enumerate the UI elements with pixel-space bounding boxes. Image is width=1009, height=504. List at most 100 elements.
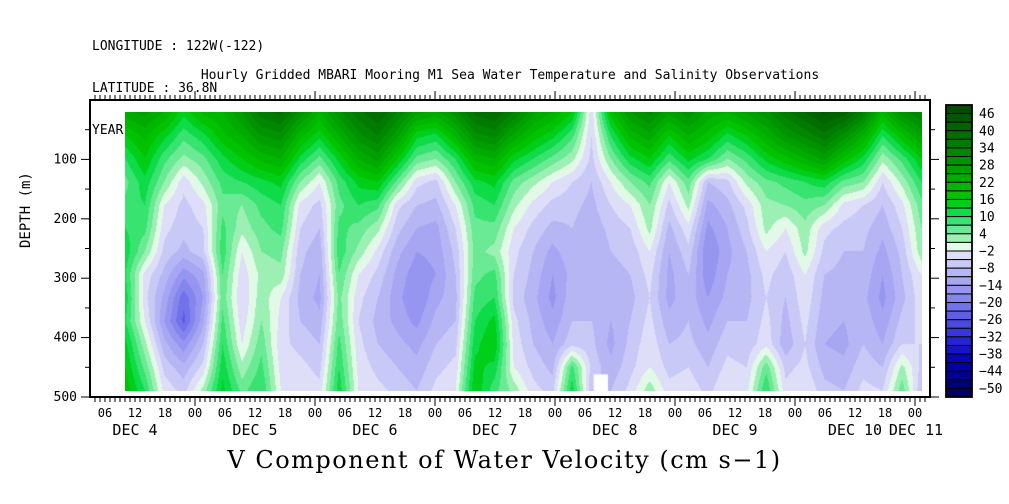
x-axis-hour-label: 12 xyxy=(848,406,862,420)
colorbar-segment xyxy=(945,207,973,218)
colorbar-tick-label: −2 xyxy=(979,245,995,260)
colorbar-tick-label: −14 xyxy=(979,279,1003,294)
colorbar-segment xyxy=(945,362,973,372)
colorbar-segment xyxy=(945,327,973,338)
colorbar-segment xyxy=(945,293,973,304)
x-axis-day-label: DEC 5 xyxy=(232,421,277,439)
colorbar-tick-label: 28 xyxy=(979,159,995,174)
x-axis-hour-label: 06 xyxy=(98,406,112,420)
x-axis-hour-label: 06 xyxy=(578,406,592,420)
x-axis-hour-label: 12 xyxy=(368,406,382,420)
colorbar-tick-label: −26 xyxy=(979,313,1002,328)
x-axis-hour-label: 18 xyxy=(758,406,772,420)
y-axis-tick-label: 400 xyxy=(54,331,77,346)
colorbar-tick-label: −20 xyxy=(979,296,1002,311)
heatmap-field xyxy=(125,112,922,391)
colorbar-segment xyxy=(945,198,973,209)
colorbar-segment xyxy=(945,284,973,295)
colorbar-tick-label: −44 xyxy=(979,365,1003,380)
x-axis-hour-label: 06 xyxy=(218,406,232,420)
colorbar-tick-label: 22 xyxy=(979,176,995,191)
x-axis-hour-label: 12 xyxy=(608,406,622,420)
x-axis-day-label: DEC 6 xyxy=(352,421,397,439)
x-axis-hour-label: 12 xyxy=(728,406,742,420)
colorbar-tick-label: −8 xyxy=(979,262,995,277)
x-axis-hour-label: 00 xyxy=(428,406,442,420)
colorbar-segment xyxy=(945,267,973,278)
colorbar-tick-label: −32 xyxy=(979,330,1002,345)
x-axis-hour-label: 12 xyxy=(488,406,502,420)
colorbar-tick-label: −50 xyxy=(979,382,1002,397)
colorbar-segment xyxy=(945,259,973,269)
latitude-text: LATITUDE : 36.8N xyxy=(92,81,218,96)
x-axis-day-label: DEC 8 xyxy=(592,421,637,439)
x-axis-hour-label: 00 xyxy=(548,406,562,420)
colorbar-segment xyxy=(945,224,973,235)
colorbar-segment xyxy=(945,344,973,355)
colorbar-segment xyxy=(945,250,973,261)
colorbar-tick-label: 10 xyxy=(979,210,995,225)
x-axis-hour-label: 06 xyxy=(458,406,472,420)
colorbar-tick-label: −38 xyxy=(979,348,1002,363)
x-axis-hour-label: 18 xyxy=(158,406,172,420)
colorbar-tick-label: 4 xyxy=(979,227,987,242)
x-axis-day-label: DEC 11 xyxy=(889,421,943,439)
x-axis-hour-label: 00 xyxy=(668,406,682,420)
colorbar-segment xyxy=(945,130,973,140)
colorbar-segment xyxy=(945,104,973,115)
x-axis-hour-label: 00 xyxy=(308,406,322,420)
colorbar-segment xyxy=(945,190,973,200)
x-axis-hour-label: 00 xyxy=(188,406,202,420)
colorbar-segment xyxy=(945,173,973,183)
colorbar-segment xyxy=(945,353,973,364)
x-axis-hour-label: 06 xyxy=(338,406,352,420)
colorbar-segment xyxy=(945,241,973,252)
x-axis-hour-label: 00 xyxy=(788,406,802,420)
colorbar-segment xyxy=(945,216,973,226)
colorbar-segment xyxy=(945,147,973,158)
x-axis-day-label: DEC 10 xyxy=(828,421,882,439)
y-axis-title: DEPTH (m) xyxy=(18,172,34,248)
colorbar-tick-label: 46 xyxy=(979,107,995,122)
longitude-text: LONGITUDE : 122W(-122) xyxy=(92,39,265,54)
colorbar-segment xyxy=(945,387,973,398)
x-axis-hour-label: 18 xyxy=(638,406,652,420)
x-axis-hour-label: 00 xyxy=(908,406,922,420)
x-axis-hour-label: 18 xyxy=(878,406,892,420)
x-axis-day-label: DEC 9 xyxy=(712,421,757,439)
colorbar-tick-label: 40 xyxy=(979,124,995,139)
x-axis-day-label: DEC 4 xyxy=(112,421,157,439)
colorbar-border xyxy=(945,104,973,398)
colorbar-segment xyxy=(945,156,973,166)
y-axis-tick-label: 500 xyxy=(54,390,77,405)
y-axis-tick-label: 300 xyxy=(54,271,77,286)
x-axis-hour-label: 06 xyxy=(698,406,712,420)
colorbar-segment xyxy=(945,379,973,389)
y-axis-tick-label: 200 xyxy=(54,212,77,227)
colorbar-segment xyxy=(945,310,973,321)
plot-title: Hourly Gridded MBARI Mooring M1 Sea Wate… xyxy=(200,68,820,83)
x-axis-hour-label: 12 xyxy=(248,406,262,420)
x-axis-hour-label: 12 xyxy=(128,406,142,420)
x-axis-day-label: DEC 7 xyxy=(472,421,517,439)
x-axis-hour-label: 18 xyxy=(278,406,292,420)
colorbar-segment xyxy=(945,121,973,132)
x-axis-hour-label: 06 xyxy=(818,406,832,420)
colorbar-segment xyxy=(945,302,973,312)
colorbar-segment xyxy=(945,233,973,243)
colorbar-tick-label: 16 xyxy=(979,193,995,208)
x-axis-hour-label: 18 xyxy=(518,406,532,420)
x-axis-variable-title: V Component of Water Velocity (cm s−1) xyxy=(227,446,782,474)
colorbar-tick-label: 34 xyxy=(979,141,995,156)
colorbar-segment xyxy=(945,336,973,346)
colorbar-segment xyxy=(945,164,973,175)
colorbar-segment xyxy=(945,138,973,149)
colorbar-segment xyxy=(945,113,973,123)
x-axis-hour-label: 18 xyxy=(398,406,412,420)
colorbar-segment xyxy=(945,181,973,192)
colorbar-segment xyxy=(945,276,973,286)
y-axis-tick-label: 100 xyxy=(54,152,77,167)
colorbar-segment xyxy=(945,370,973,381)
colorbar-segment xyxy=(945,319,973,329)
